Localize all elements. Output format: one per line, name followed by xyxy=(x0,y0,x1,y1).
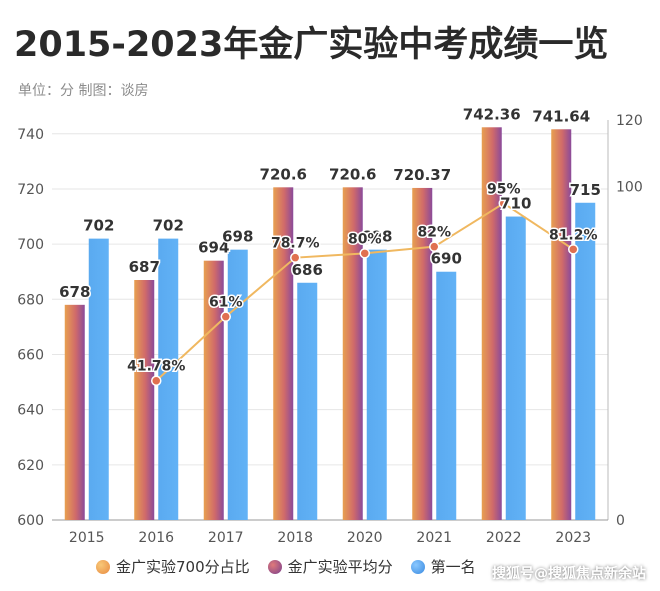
y-left-tick-label: 640 xyxy=(17,403,44,419)
axes: 600 620 640 660 680 700 720 740 0 100 120 2015 2016 2… xyxy=(17,113,642,546)
label-percent: 82% xyxy=(417,225,451,241)
y-right-tick-label: 0 xyxy=(616,513,625,529)
label-percent: 80% xyxy=(348,231,382,247)
label-top: 698 xyxy=(361,228,392,246)
legend-swatch-top xyxy=(410,559,425,574)
data-labels: 67870268770241.78%69469861%720.668678.7%… xyxy=(58,104,603,376)
bar-average xyxy=(342,187,363,520)
legend-item-average[interactable]: 金广实验平均分 xyxy=(267,556,393,577)
label-top: 690 xyxy=(431,250,462,268)
legend-swatch-average xyxy=(267,559,282,574)
bar-top xyxy=(158,238,179,520)
label-top: 702 xyxy=(83,217,114,235)
x-tick-label: 2018 xyxy=(277,530,313,546)
x-tick-label: 2022 xyxy=(486,530,522,546)
bar-average xyxy=(64,304,85,520)
bar-top xyxy=(575,202,596,521)
label-average: 678 xyxy=(59,283,90,301)
label-average: 720.6 xyxy=(260,165,307,183)
label-top: 698 xyxy=(222,228,253,246)
label-average: 720.37 xyxy=(393,166,451,184)
label-average: 741.64 xyxy=(532,107,590,125)
bar-average xyxy=(134,280,155,520)
percent-point xyxy=(359,248,370,259)
legend: 金广实验700分占比 金广实验平均分 第一名 xyxy=(96,556,476,577)
bar-average xyxy=(273,187,294,520)
legend-item-top[interactable]: 第一名 xyxy=(410,556,476,577)
percent-point xyxy=(220,311,231,322)
legend-label-top: 第一名 xyxy=(430,558,476,576)
bar-average xyxy=(551,129,572,520)
bars xyxy=(64,127,596,521)
percent-line xyxy=(151,198,579,386)
legend-swatch-percent xyxy=(96,559,110,574)
y-left-tick-label: 680 xyxy=(17,292,44,308)
page-title: 2015-2023年金广实验中考成绩一览 xyxy=(14,25,609,65)
label-average: 687 xyxy=(129,258,160,276)
y-right-tick-label: 100 xyxy=(616,180,643,196)
percent-point xyxy=(151,375,162,386)
y-left-tick-label: 740 xyxy=(17,127,44,143)
x-tick-label: 2016 xyxy=(138,530,174,546)
bar-average xyxy=(481,127,502,520)
bar-top xyxy=(88,238,109,520)
y-left-tick-label: 720 xyxy=(17,182,44,198)
page-subtitle: 单位：分 制图：谈房 xyxy=(18,83,149,99)
x-tick-label: 2023 xyxy=(555,530,591,546)
y-left-tick-label: 620 xyxy=(17,458,44,474)
label-top: 710 xyxy=(500,195,531,213)
combo-chart: 600 620 640 660 680 700 720 740 0 100 120 2015 2016 2… xyxy=(17,104,642,546)
x-tick-label: 2021 xyxy=(416,530,452,546)
label-percent: 81.2% xyxy=(549,227,598,243)
label-percent: 78.7% xyxy=(271,236,320,252)
label-percent: 41.78% xyxy=(127,359,185,375)
bar-top xyxy=(227,249,248,521)
x-tick-label: 2020 xyxy=(347,530,383,546)
legend-item-percent[interactable]: 金广实验700分占比 xyxy=(96,556,250,577)
bar-top xyxy=(366,249,387,521)
bar-top xyxy=(297,282,318,520)
x-tick-label: 2015 xyxy=(69,530,105,546)
legend-label-average: 金广实验平均分 xyxy=(287,558,393,576)
bar-top xyxy=(436,271,457,520)
percent-point xyxy=(568,244,579,255)
percent-point xyxy=(429,241,440,252)
y-left-tick-label: 700 xyxy=(17,237,44,253)
label-top: 715 xyxy=(570,181,601,199)
label-average: 742.36 xyxy=(463,105,521,123)
watermark: 搜狐号@搜狐焦点新余站 xyxy=(492,566,646,582)
label-percent: 95% xyxy=(487,181,521,197)
label-top: 702 xyxy=(153,217,184,235)
label-average: 694 xyxy=(198,239,229,257)
y-left-tick-label: 600 xyxy=(17,513,44,529)
label-top: 686 xyxy=(292,261,323,279)
percent-point xyxy=(290,252,301,263)
legend-label-percent: 金广实验700分占比 xyxy=(116,558,250,576)
bar-average xyxy=(412,187,433,520)
y-right-tick-label: 120 xyxy=(616,113,643,129)
y-left-tick-label: 660 xyxy=(17,347,44,363)
label-average: 720.6 xyxy=(329,165,376,183)
bar-average xyxy=(203,260,224,520)
bar-top xyxy=(505,216,526,520)
percent-point xyxy=(498,198,509,209)
label-percent: 61% xyxy=(209,295,243,311)
x-tick-label: 2017 xyxy=(208,530,244,546)
